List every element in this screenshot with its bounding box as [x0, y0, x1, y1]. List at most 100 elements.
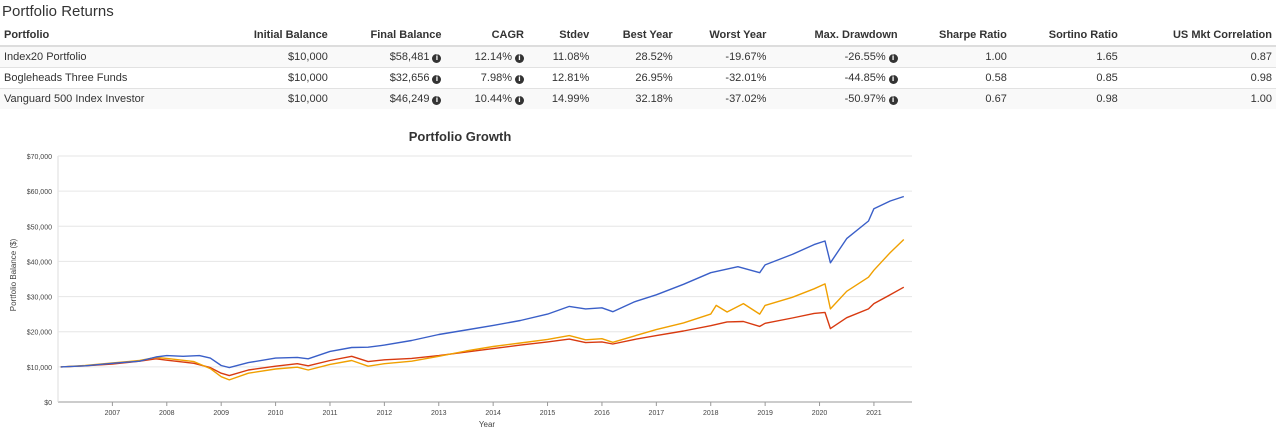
y-axis: $0 $10,000 $20,000 $30,000 $40,000 $50,000 $60… [27, 154, 52, 407]
section-title: Portfolio Returns [2, 3, 114, 20]
us-mkt-correlation: 0.87 [1121, 45, 1276, 68]
sharpe-ratio: 0.67 [901, 88, 1011, 109]
col-header: Final Balance [331, 25, 446, 47]
final-balance: $32,656 [389, 72, 430, 84]
x-axis-label: Year [479, 420, 496, 429]
info-icon[interactable]: i [514, 54, 524, 63]
y-tick-label: $0 [44, 400, 52, 407]
y-tick-label: $60,000 [27, 189, 52, 196]
y-tick-label: $10,000 [27, 365, 52, 372]
info-icon[interactable]: i [514, 96, 524, 105]
info-icon[interactable]: i [432, 75, 442, 84]
x-tick-label: 2010 [268, 410, 284, 417]
col-header: Initial Balance [213, 25, 332, 47]
col-header: Best Year [593, 25, 677, 47]
x-tick-label: 2015 [540, 410, 556, 417]
stdev: 11.08% [527, 45, 594, 68]
stdev: 14.99% [527, 88, 594, 109]
y-tick-label: $40,000 [27, 259, 52, 266]
sortino-ratio: 0.85 [1010, 67, 1122, 89]
x-tick-label: 2013 [431, 410, 447, 417]
best-year: 28.52% [593, 45, 677, 68]
cagr: 10.44% [474, 93, 512, 105]
portfolio-returns-table: Portfolio Initial Balance Final Balance … [0, 25, 1276, 109]
cagr: 7.98% [480, 72, 512, 84]
series-line-0 [60, 195, 905, 369]
info-icon[interactable]: i [888, 75, 898, 84]
y-axis-label: Portfolio Balance ($) [9, 238, 18, 311]
col-header: Portfolio [0, 25, 214, 47]
x-tick-label: 2009 [213, 410, 229, 417]
series-lines [60, 195, 905, 381]
worst-year: -32.01% [676, 67, 771, 89]
worst-year: -37.02% [676, 88, 771, 109]
sortino-ratio: 0.98 [1010, 88, 1122, 109]
table-row: Vanguard 500 Index Investor $10,000 $46,… [0, 88, 1276, 109]
portfolio-growth-chart: Portfolio Growth $0 $10,000 $20,000 $30,000… [9, 129, 912, 429]
chart-grid [57, 155, 912, 403]
y-tick-label: $30,000 [27, 295, 52, 302]
x-axis: 2007 2008 2009 2010 2011 2012 2013 2014 2015 2016… [105, 402, 882, 417]
cagr-cell: 10.44% i [445, 88, 528, 109]
x-tick-label: 2014 [485, 410, 501, 417]
info-icon[interactable]: i [888, 54, 898, 63]
final-balance-cell: $58,481 i [331, 45, 446, 68]
series-line-1 [60, 238, 905, 381]
sharpe-ratio: 0.58 [901, 67, 1011, 89]
x-tick-label: 2007 [105, 410, 121, 417]
cagr-cell: 12.14% i [445, 45, 528, 68]
initial-balance: $10,000 [213, 45, 332, 68]
x-tick-label: 2012 [377, 410, 393, 417]
cagr-cell: 7.98% i [445, 67, 528, 89]
table-row: Index20 Portfolio $10,000 $58,481 i 12.14… [0, 45, 1276, 68]
portfolio-name: Index20 Portfolio [0, 45, 214, 68]
x-tick-label: 2020 [812, 410, 828, 417]
cagr: 12.14% [474, 51, 512, 63]
series-line-2 [60, 286, 905, 377]
x-tick-label: 2016 [594, 410, 610, 417]
final-balance: $46,249 [389, 93, 430, 105]
best-year: 32.18% [593, 88, 677, 109]
info-icon[interactable]: i [432, 54, 442, 63]
final-balance-cell: $32,656 i [331, 67, 446, 89]
x-tick-label: 2021 [866, 410, 882, 417]
info-icon[interactable]: i [432, 96, 442, 105]
x-tick-label: 2018 [703, 410, 719, 417]
table-row: Bogleheads Three Funds $10,000 $32,656 i … [0, 67, 1276, 89]
portfolio-name: Vanguard 500 Index Investor [0, 88, 214, 109]
portfolio-name: Bogleheads Three Funds [0, 67, 214, 89]
info-icon[interactable]: i [514, 75, 524, 84]
y-tick-label: $70,000 [27, 154, 52, 161]
max-drawdown-cell: -50.97% i [770, 88, 902, 109]
info-icon[interactable]: i [888, 96, 898, 105]
initial-balance: $10,000 [213, 67, 332, 89]
col-header: Worst Year [676, 25, 771, 47]
stdev: 12.81% [527, 67, 594, 89]
final-balance-cell: $46,249 i [331, 88, 446, 109]
initial-balance: $10,000 [213, 88, 332, 109]
max-drawdown: -26.55% [844, 51, 886, 63]
us-mkt-correlation: 0.98 [1121, 67, 1276, 89]
table-header-row: Portfolio Initial Balance Final Balance … [0, 25, 1276, 47]
x-tick-label: 2019 [757, 410, 773, 417]
col-header: CAGR [445, 25, 528, 47]
x-tick-label: 2017 [649, 410, 665, 417]
final-balance: $58,481 [389, 51, 430, 63]
y-tick-label: $20,000 [27, 330, 52, 337]
col-header: Stdev [527, 25, 594, 47]
max-drawdown-cell: -26.55% i [770, 45, 902, 68]
col-header: Sortino Ratio [1010, 25, 1122, 47]
sharpe-ratio: 1.00 [901, 45, 1011, 68]
sortino-ratio: 1.65 [1010, 45, 1122, 68]
col-header: Sharpe Ratio [901, 25, 1011, 47]
y-tick-label: $50,000 [27, 224, 52, 231]
best-year: 26.95% [593, 67, 677, 89]
max-drawdown: -44.85% [844, 72, 886, 84]
x-tick-label: 2008 [159, 410, 175, 417]
chart-title: Portfolio Growth [409, 129, 512, 144]
col-header: US Mkt Correlation [1121, 25, 1276, 47]
worst-year: -19.67% [676, 45, 771, 68]
col-header: Max. Drawdown [770, 25, 902, 47]
max-drawdown: -50.97% [844, 93, 886, 105]
us-mkt-correlation: 1.00 [1121, 88, 1276, 109]
